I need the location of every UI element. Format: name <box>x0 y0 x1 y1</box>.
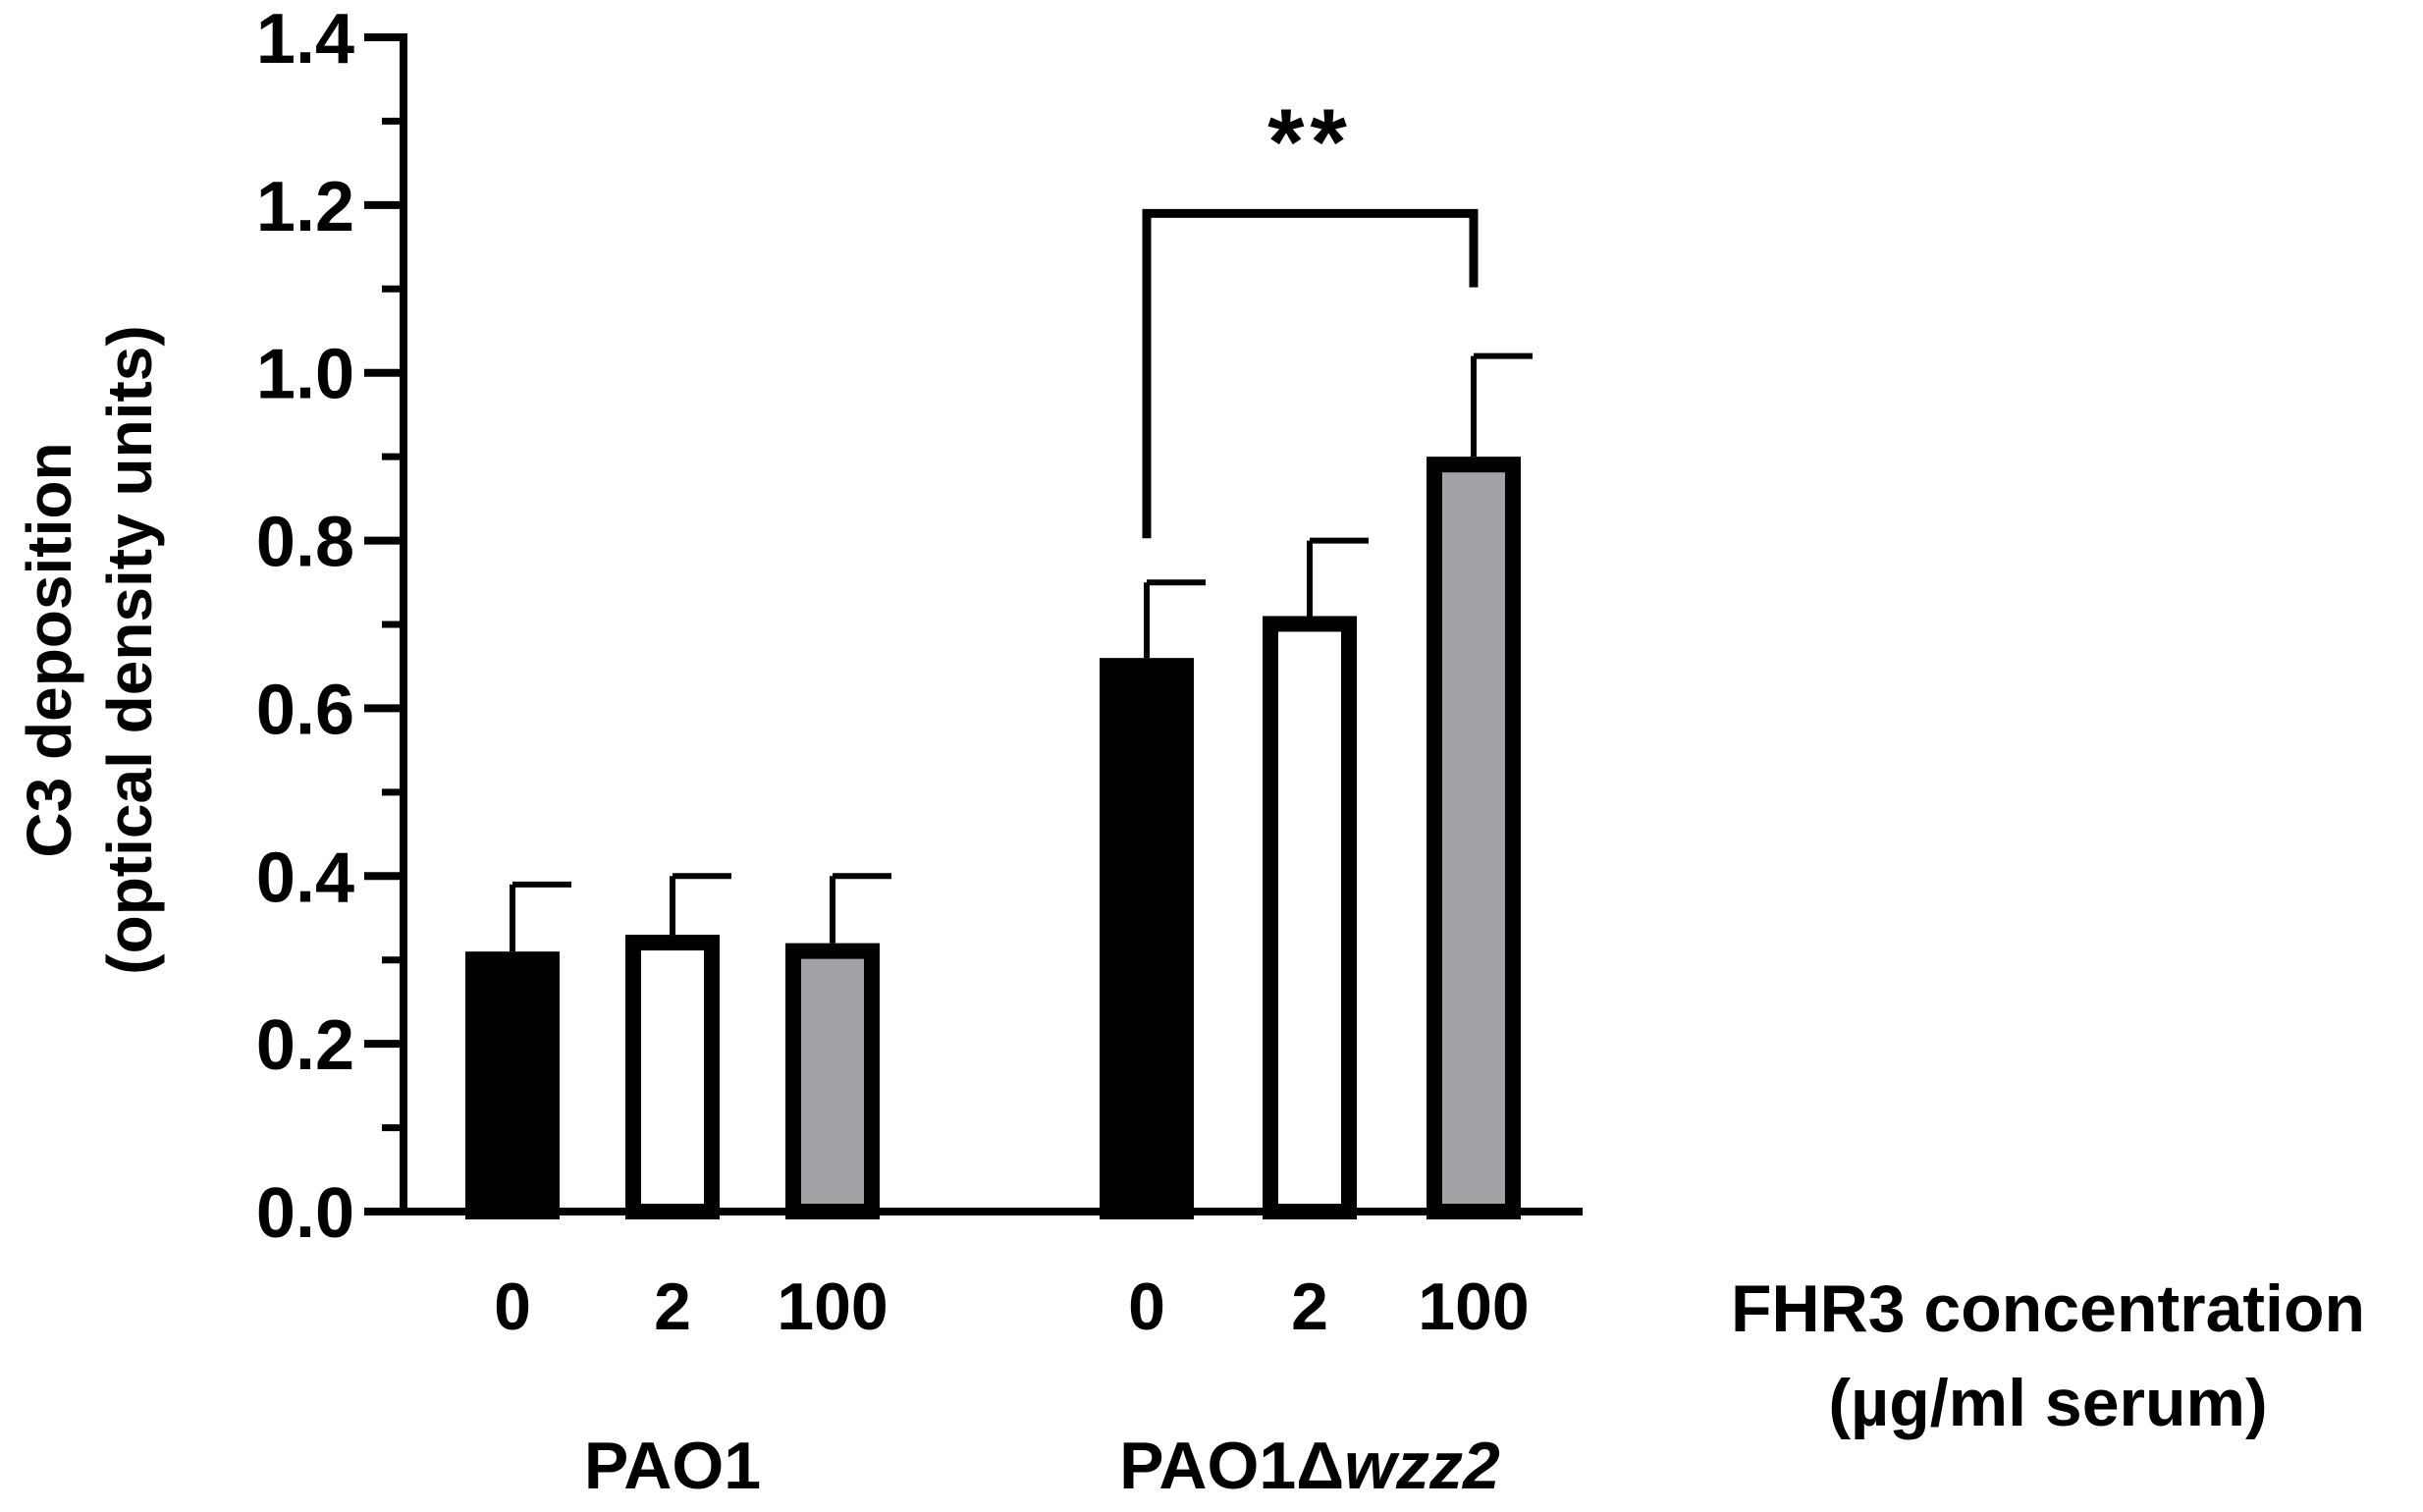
y-tick-label: 1.2 <box>256 168 354 246</box>
group-label: PAO1Δwzz2 <box>1119 1429 1500 1503</box>
y-tick-label: 0.0 <box>256 1174 354 1253</box>
labels-layer: 0.0 0.2 0.4 0.6 0.8 1.0 1.2 1.4 0 2 100 PAO1 0 2 100 PA… <box>256 0 1530 1503</box>
x-axis-title-line1: FHR3 concentration <box>1731 1271 2365 1346</box>
y-axis-title-line1: C3 deposition <box>14 442 84 857</box>
x-category-label: 0 <box>1128 1269 1165 1344</box>
x-axis-title-line2: (µg/ml serum) <box>1828 1366 2267 1440</box>
group-label: PAO1 <box>584 1429 761 1503</box>
x-category-label: 100 <box>777 1269 888 1344</box>
y-tick-label: 0.8 <box>256 504 354 582</box>
bar <box>1427 457 1521 1219</box>
x-category-label: 0 <box>494 1269 531 1344</box>
bar <box>1263 616 1357 1219</box>
y-axis-title-line2: (optical density units) <box>94 325 165 974</box>
significance-label: ** <box>1267 89 1353 194</box>
bar <box>785 943 880 1220</box>
bar <box>1100 658 1194 1219</box>
x-category-label: 100 <box>1418 1269 1529 1344</box>
y-tick-label: 0.2 <box>256 1006 354 1085</box>
y-tick-label: 1.4 <box>256 0 354 79</box>
bar <box>465 951 560 1220</box>
bars-layer <box>465 208 1533 1220</box>
significance-bracket <box>1142 208 1479 539</box>
x-category-label: 2 <box>654 1269 691 1344</box>
axes <box>364 33 1583 1215</box>
y-tick-label: 1.0 <box>256 336 354 414</box>
y-tick-label: 0.6 <box>256 671 354 749</box>
bar <box>625 935 720 1219</box>
x-category-label: 2 <box>1291 1269 1328 1344</box>
y-tick-label: 0.4 <box>256 838 354 917</box>
